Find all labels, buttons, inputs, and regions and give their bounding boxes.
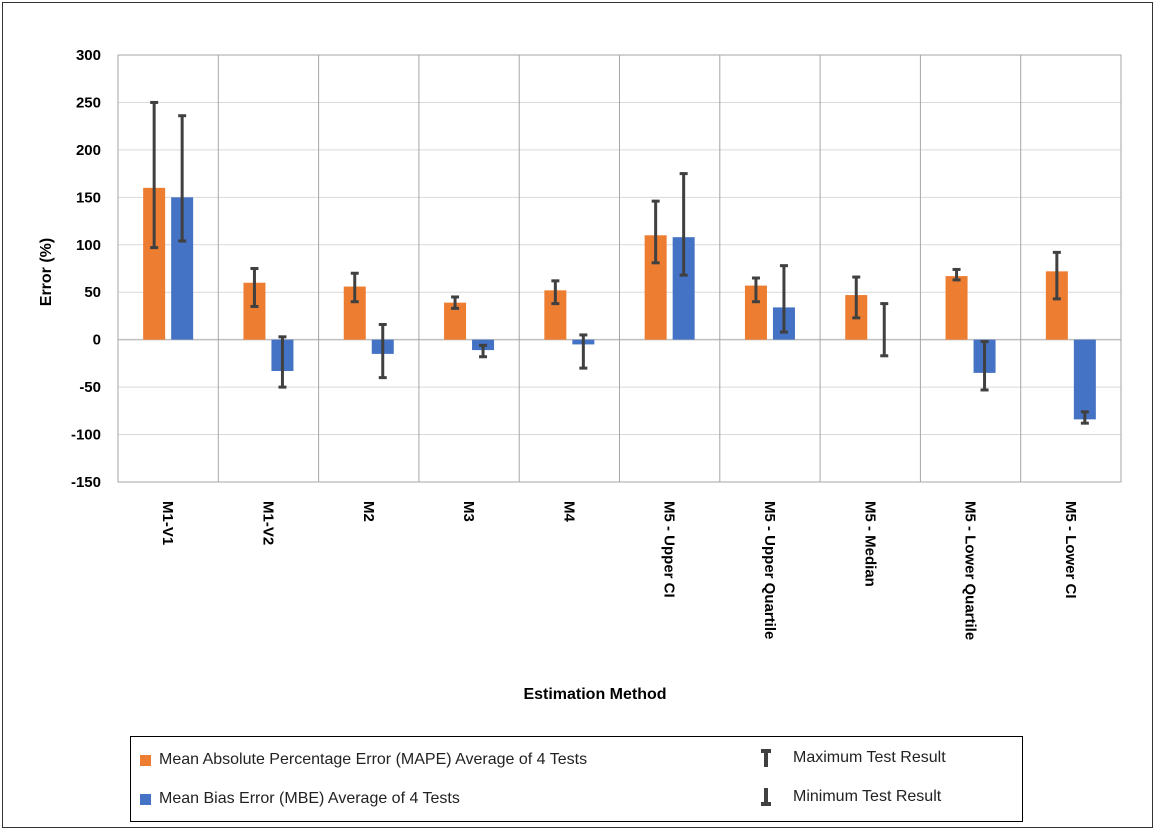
bar-mape (744, 285, 767, 340)
bar-mbe (171, 197, 194, 340)
bar-mape (243, 282, 266, 340)
y-tick-label: 200 (76, 142, 101, 159)
legend-item-min: Minimum Test Result (759, 788, 941, 806)
y-axis-title: Error (%) (38, 238, 55, 306)
bar-mbe (1073, 339, 1096, 420)
legend: Mean Absolute Percentage Error (MAPE) Av… (130, 736, 1023, 822)
legend-swatch-mape (140, 754, 151, 766)
legend-item-mbe: Mean Bias Error (MBE) Average of 4 Tests (140, 790, 460, 808)
error-bars (150, 100, 1089, 425)
bar-mape (644, 235, 667, 340)
bar-mape (1045, 271, 1068, 340)
bar-mbe (672, 237, 695, 340)
x-axis-categories: M1-V1 M1-V2 M2 M3 M4 M5 - Upper CI M5 - Upper … (159, 501, 1079, 640)
bar-mape (544, 290, 567, 340)
bar-mape (343, 286, 366, 340)
legend-item-max: Maximum Test Result (759, 749, 946, 767)
y-tick-label: -150 (71, 474, 101, 491)
legend-label-mbe: Mean Bias Error (MBE) Average of 4 Tests (159, 790, 460, 807)
legend-swatch-mbe (140, 793, 151, 805)
legend-label-min: Minimum Test Result (793, 788, 942, 805)
gridlines (117, 54, 1122, 483)
legend-item-mape: Mean Absolute Percentage Error (MAPE) Av… (140, 751, 587, 769)
bar-mape (945, 276, 968, 340)
x-category-label: M4 (560, 501, 577, 522)
y-tick-label: -50 (79, 379, 101, 396)
legend-label-mape: Mean Absolute Percentage Error (MAPE) Av… (159, 751, 588, 768)
bar-mape (143, 187, 166, 340)
chart-plot: 300 250 200 150 100 50 0 -50 -100 -150 M1-V1 M1-V2… (38, 47, 1122, 703)
x-category-label: M5 - Upper CI (661, 501, 678, 598)
x-category-label: M5 - Upper Quartile (761, 501, 778, 639)
min-errorbar-icon (761, 788, 771, 806)
x-category-label: M5 - Lower CI (1062, 501, 1079, 599)
y-axis-ticks: 300 250 200 150 100 50 0 -50 -100 -150 (71, 47, 101, 491)
bar-mape (444, 302, 467, 340)
x-category-label: M3 (460, 501, 477, 522)
x-axis-title: Estimation Method (523, 686, 666, 703)
legend-label-max: Maximum Test Result (793, 749, 946, 766)
x-category-label: M1-V2 (259, 501, 276, 545)
y-tick-label: 100 (76, 237, 101, 254)
y-tick-label: 250 (76, 94, 101, 111)
y-tick-label: 50 (84, 284, 101, 301)
y-tick-label: 300 (76, 47, 101, 64)
x-category-label: M5 - Lower Quartile (962, 501, 979, 640)
y-tick-label: -100 (71, 427, 101, 444)
x-category-label: M5 - Median (861, 501, 878, 587)
max-errorbar-icon (761, 749, 771, 767)
x-category-label: M1-V1 (159, 501, 176, 545)
y-tick-label: 0 (93, 332, 101, 349)
x-category-label: M2 (360, 501, 377, 522)
y-tick-label: 150 (76, 189, 101, 206)
